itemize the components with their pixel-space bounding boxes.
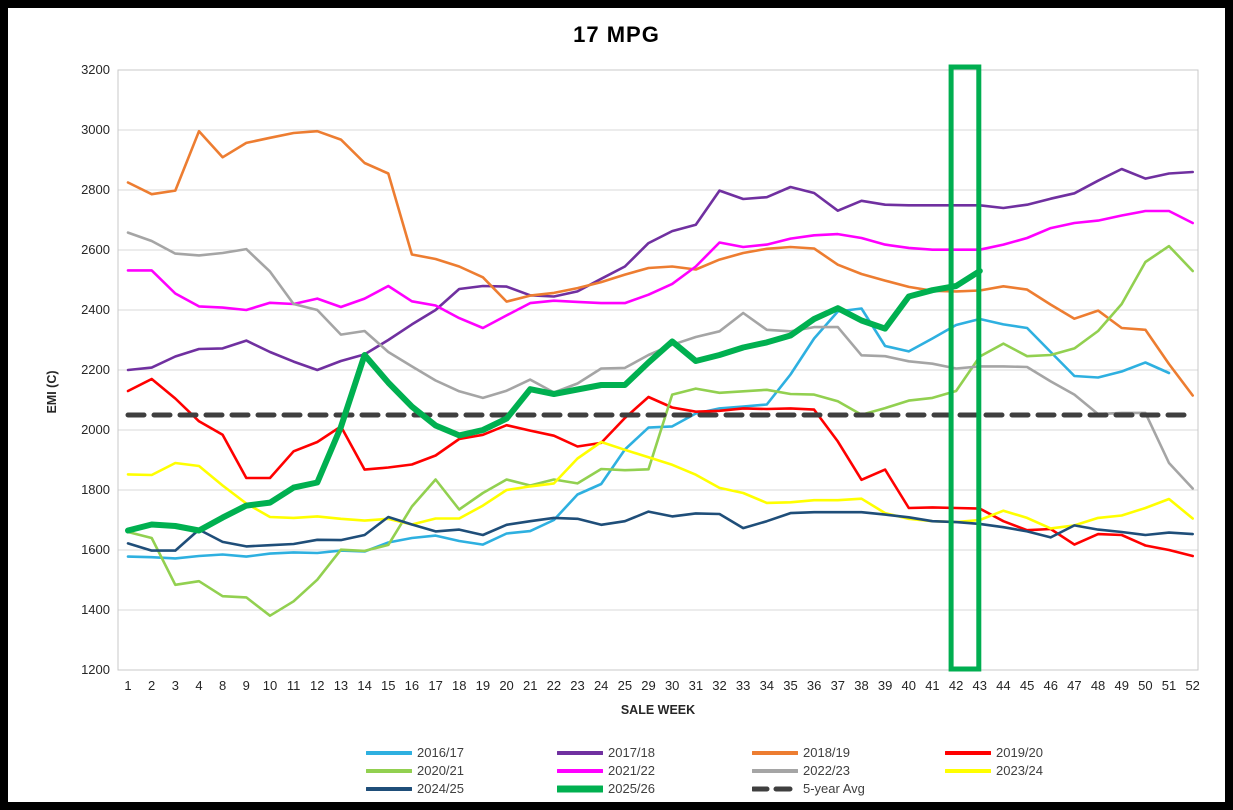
x-tick-label-32: 32 <box>712 678 726 693</box>
x-tick-label-18: 18 <box>452 678 466 693</box>
series-line-2024-25 <box>126 510 1194 552</box>
y-tick-label-3000: 3000 <box>81 122 110 137</box>
x-tick-label-23: 23 <box>570 678 584 693</box>
x-tick-label-8: 8 <box>219 678 226 693</box>
x-tick-label-40: 40 <box>902 678 916 693</box>
x-tick-label-24: 24 <box>594 678 608 693</box>
x-tick-label-50: 50 <box>1138 678 1152 693</box>
x-tick-label-21: 21 <box>523 678 537 693</box>
y-tick-label-2200: 2200 <box>81 362 110 377</box>
x-tick-label-20: 20 <box>499 678 513 693</box>
x-tick-label-34: 34 <box>760 678 774 693</box>
x-tick-label-52: 52 <box>1185 678 1199 693</box>
x-tick-label-1: 1 <box>124 678 131 693</box>
series-line-2025-26 <box>125 268 983 534</box>
y-tick-label-3200: 3200 <box>81 62 110 77</box>
y-tick-label-2400: 2400 <box>81 302 110 317</box>
x-tick-label-39: 39 <box>878 678 892 693</box>
x-tick-label-36: 36 <box>807 678 821 693</box>
x-tick-label-19: 19 <box>476 678 490 693</box>
x-tick-label-14: 14 <box>357 678 371 693</box>
x-tick-label-35: 35 <box>783 678 797 693</box>
x-tick-label-37: 37 <box>831 678 845 693</box>
x-tick-label-25: 25 <box>618 678 632 693</box>
x-tick-label-38: 38 <box>854 678 868 693</box>
x-tick-label-31: 31 <box>689 678 703 693</box>
x-tick-label-45: 45 <box>1020 678 1034 693</box>
x-tick-label-11: 11 <box>287 678 301 693</box>
series-line-2016-17 <box>126 307 1171 560</box>
x-tick-label-13: 13 <box>334 678 348 693</box>
series-line-2019-20 <box>126 377 1194 558</box>
x-tick-label-51: 51 <box>1162 678 1176 693</box>
series-line-2020-21 <box>126 244 1194 617</box>
series-line-2018-19 <box>126 129 1194 397</box>
x-tick-label-30: 30 <box>665 678 679 693</box>
y-tick-label-1200: 1200 <box>81 662 110 677</box>
y-tick-label-2600: 2600 <box>81 242 110 257</box>
x-tick-label-47: 47 <box>1067 678 1081 693</box>
x-tick-label-17: 17 <box>428 678 442 693</box>
x-tick-label-43: 43 <box>973 678 987 693</box>
y-tick-label-2800: 2800 <box>81 182 110 197</box>
y-tick-label-1400: 1400 <box>81 602 110 617</box>
highlight-box-weeks-42-43 <box>948 64 982 672</box>
x-tick-label-42: 42 <box>949 678 963 693</box>
y-tick-label-1600: 1600 <box>81 542 110 557</box>
x-tick-label-22: 22 <box>547 678 561 693</box>
x-tick-label-49: 49 <box>1114 678 1128 693</box>
x-tick-label-41: 41 <box>925 678 939 693</box>
x-tick-label-29: 29 <box>641 678 655 693</box>
x-tick-label-3: 3 <box>172 678 179 693</box>
chart-title: 17 MPG <box>573 22 660 47</box>
x-tick-label-44: 44 <box>996 678 1010 693</box>
y-tick-label-1800: 1800 <box>81 482 110 497</box>
x-tick-label-48: 48 <box>1091 678 1105 693</box>
y-axis-title: EMI (C) <box>45 370 59 413</box>
x-tick-label-15: 15 <box>381 678 395 693</box>
x-tick-label-2: 2 <box>148 678 155 693</box>
x-tick-label-9: 9 <box>243 678 250 693</box>
x-axis-title: SALE WEEK <box>621 703 695 717</box>
series-line-2021-22 <box>126 209 1194 330</box>
plot-area-border <box>117 69 1199 671</box>
x-tick-label-4: 4 <box>195 678 202 693</box>
x-tick-label-33: 33 <box>736 678 750 693</box>
y-tick-label-2000: 2000 <box>81 422 110 437</box>
x-tick-label-46: 46 <box>1044 678 1058 693</box>
series-line-2023-24 <box>126 440 1194 530</box>
x-tick-label-10: 10 <box>263 678 277 693</box>
x-tick-label-12: 12 <box>310 678 324 693</box>
series-line-2017-18 <box>126 167 1194 372</box>
x-tick-label-16: 16 <box>405 678 419 693</box>
line-chart-plot: 1200 1400 1600 1800 2000 2200 2400 2600 2800 3000… <box>45 62 1200 717</box>
